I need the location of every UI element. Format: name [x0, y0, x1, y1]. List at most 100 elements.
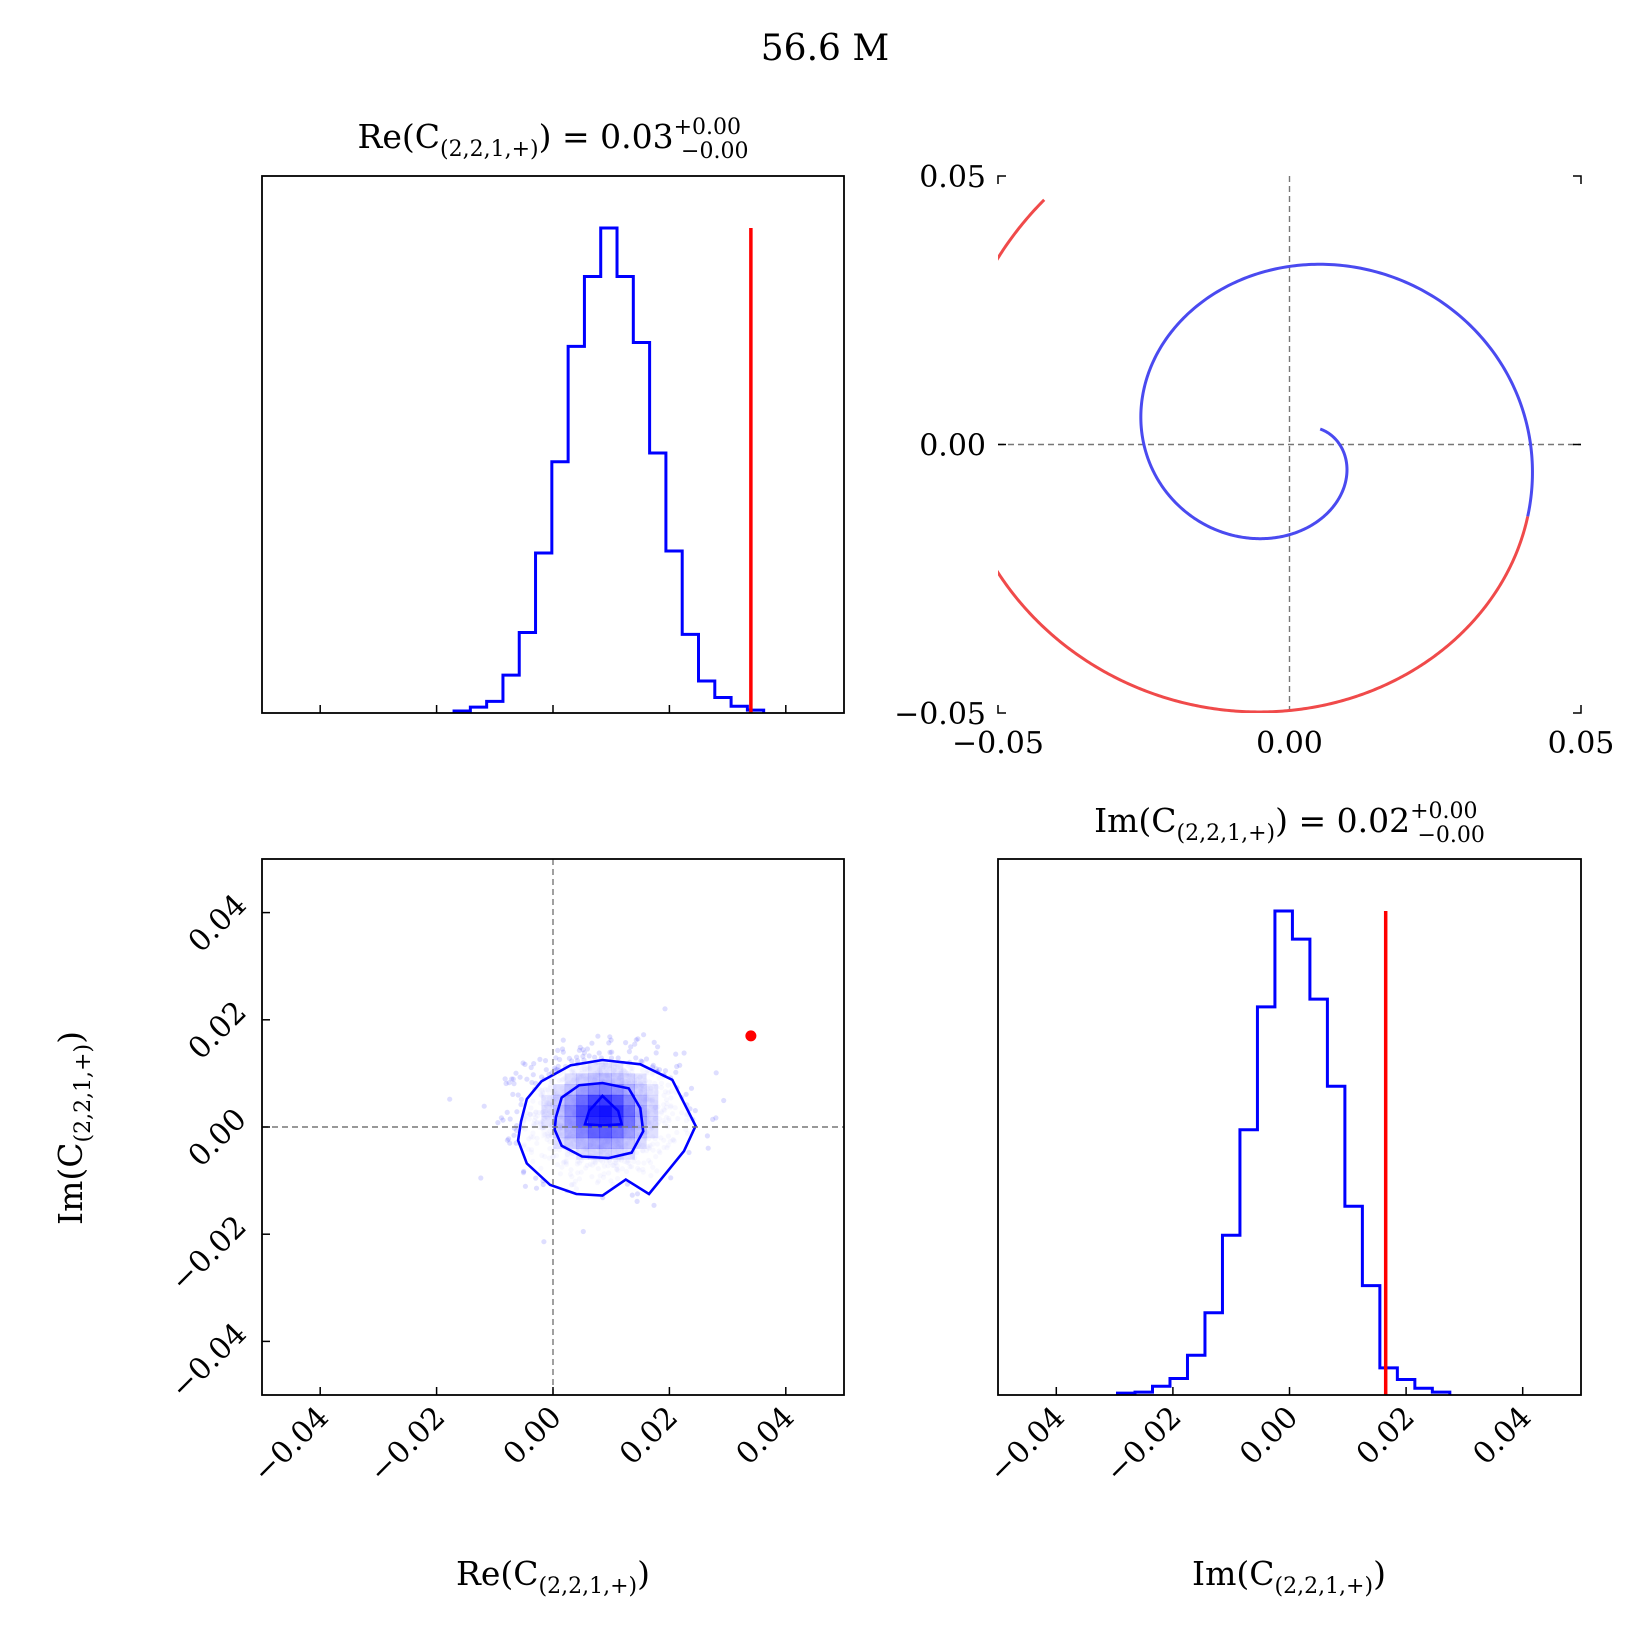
density-cell — [646, 1084, 659, 1096]
joint-xlabel: Re(C(2,2,1,+)) — [456, 1554, 650, 1599]
density-cell — [599, 1137, 612, 1149]
scatter-point — [530, 1072, 536, 1078]
density-cell — [564, 1105, 577, 1117]
scatter-point — [650, 1062, 656, 1068]
density-cell — [622, 1073, 635, 1085]
im-title-var: Im(C — [1094, 801, 1176, 840]
scatter-point — [673, 1051, 679, 1057]
density-cell — [576, 1084, 589, 1096]
scatter-point — [504, 1109, 510, 1115]
scatter-point — [592, 1054, 598, 1060]
scatter-point — [674, 1063, 680, 1070]
scatter-point — [555, 1047, 561, 1053]
density-cell — [599, 1084, 612, 1096]
im-marginal-title: Im(C(2,2,1,+)) = 0.02+0.00 −0.00 — [1094, 799, 1485, 848]
scatter-point — [529, 1079, 535, 1086]
scatter-point — [623, 1040, 629, 1046]
re-title-sup: +0.00 — [674, 115, 741, 140]
scatter-point — [655, 1044, 661, 1050]
density-cell — [611, 1127, 624, 1139]
density-cell — [646, 1116, 659, 1128]
contour-inner — [583, 1094, 624, 1127]
density-cell — [576, 1137, 589, 1149]
scatter-point — [506, 1136, 512, 1142]
density-cell — [599, 1116, 612, 1128]
scatter-point — [510, 1091, 516, 1097]
density-cell — [553, 1105, 566, 1117]
im-hist-steps — [1116, 909, 1452, 1395]
scatter-point — [576, 1047, 583, 1053]
scatter-point — [628, 1044, 634, 1050]
density-cell — [599, 1062, 612, 1074]
joint-xtick-label: −0.02 — [362, 1400, 452, 1490]
scatter-point — [498, 1115, 504, 1121]
scatter-point — [521, 1168, 527, 1174]
scatter-point — [662, 1068, 669, 1074]
scatter-point — [560, 1049, 566, 1055]
scatter-point — [633, 1055, 639, 1061]
density-cell — [576, 1105, 589, 1117]
scatter-point — [537, 1056, 543, 1062]
contour-outer — [516, 1058, 698, 1197]
density-cell — [646, 1105, 659, 1117]
im-xlabel-sub: (2,2,1,+) — [1275, 1574, 1374, 1599]
density-cell — [599, 1148, 612, 1160]
density-cell — [576, 1094, 589, 1107]
scatter-point — [577, 1044, 583, 1050]
im-title-sub: (2,2,1,+) — [1177, 821, 1276, 846]
density-cell — [646, 1094, 659, 1107]
scatter-point — [553, 1055, 559, 1061]
scatter-point — [596, 1050, 602, 1056]
scatter-point — [514, 1127, 520, 1134]
im-marginal-panel: Im(C(2,2,1,+)) = 0.02+0.00 −0.00 −0.04 −0.… — [982, 799, 1582, 1599]
joint-frame — [261, 858, 845, 1396]
complex-xtick-label: 0.00 — [1256, 726, 1323, 761]
scatter-point — [721, 1097, 727, 1104]
scatter-point — [673, 1069, 679, 1075]
scatter-point — [683, 1091, 689, 1097]
im-title-sup: +0.00 — [1410, 799, 1477, 824]
joint-content — [262, 859, 844, 1395]
scatter-point — [447, 1096, 453, 1102]
complex-ytick-label: −0.05 — [894, 697, 986, 732]
density-cell — [622, 1105, 635, 1117]
scatter-point — [632, 1041, 638, 1047]
scatter-point — [624, 1181, 631, 1187]
scatter-point — [522, 1061, 528, 1067]
scatter-point — [533, 1185, 540, 1191]
im-marginal-frame — [997, 858, 1582, 1396]
scatter-point — [509, 1076, 515, 1082]
re-title-value: = 0.03 — [552, 117, 674, 156]
scatter-point — [608, 1055, 615, 1061]
density-cell — [541, 1105, 554, 1117]
scatter-point — [615, 1055, 621, 1061]
im-xtick-label: −0.04 — [982, 1400, 1072, 1490]
scatter-point — [639, 1059, 645, 1065]
density-cell — [587, 1105, 601, 1117]
scatter-point — [543, 1067, 549, 1073]
joint-xtick-label: 0.00 — [497, 1400, 569, 1472]
scatter-point — [557, 1056, 563, 1063]
scatter-point — [713, 1115, 719, 1121]
scatter-point — [481, 1103, 487, 1109]
scatter-point — [710, 1116, 716, 1122]
scatter-point — [704, 1133, 711, 1139]
complex-plane-panel: 0.05 0.00 −0.05−0.05 0.00 0.05 — [894, 160, 1614, 761]
joint-ylabel-var: Im(C — [51, 1143, 90, 1225]
scatter-point — [584, 1046, 591, 1052]
scatter-point — [533, 1175, 539, 1181]
joint-ylabel-sub: (2,2,1,+) — [71, 1044, 96, 1143]
density-cell — [599, 1127, 612, 1139]
scatter-point — [515, 1092, 521, 1098]
joint-xtick-label: −0.04 — [246, 1400, 336, 1490]
scatter-point — [589, 1040, 595, 1046]
density-cell — [634, 1084, 647, 1096]
scatter-point — [606, 1040, 612, 1046]
scatter-point — [510, 1076, 516, 1082]
scatter-point — [595, 1033, 601, 1039]
re-marginal-panel: Re(C(2,2,1,+)) = 0.03+0.00 −0.00 — [261, 115, 845, 714]
density-cell — [576, 1116, 589, 1128]
truth-point — [745, 1030, 757, 1042]
scatter-point — [634, 1191, 641, 1197]
scatter-point — [555, 1063, 561, 1069]
